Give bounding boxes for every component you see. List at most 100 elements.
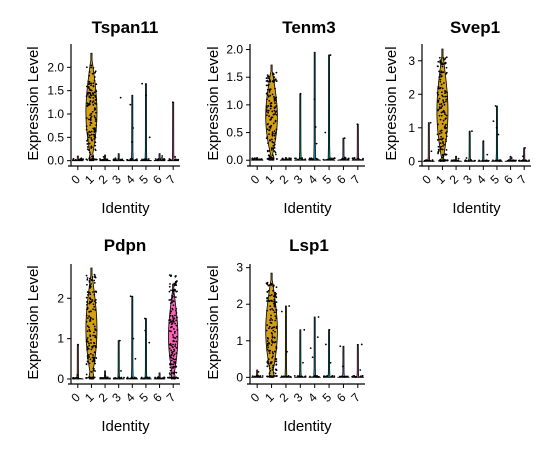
data-point bbox=[437, 93, 440, 96]
data-point bbox=[439, 118, 442, 121]
data-point bbox=[441, 105, 444, 107]
data-point bbox=[88, 280, 91, 282]
data-point bbox=[274, 291, 277, 294]
data-point bbox=[266, 281, 269, 284]
data-point bbox=[148, 341, 151, 344]
data-point bbox=[440, 75, 443, 78]
data-point bbox=[446, 95, 448, 98]
data-point bbox=[270, 361, 273, 363]
data-point bbox=[86, 376, 88, 379]
data-point bbox=[431, 159, 434, 161]
data-point bbox=[94, 334, 96, 337]
data-point bbox=[168, 343, 171, 346]
data-point bbox=[173, 361, 175, 363]
data-point bbox=[328, 328, 331, 331]
data-point bbox=[272, 73, 275, 76]
data-point bbox=[267, 75, 270, 78]
data-point bbox=[356, 123, 359, 126]
data-point bbox=[154, 158, 157, 160]
data-point bbox=[274, 112, 276, 115]
data-point bbox=[88, 142, 91, 145]
data-point bbox=[93, 276, 96, 278]
data-point bbox=[140, 377, 143, 380]
y-tick-label: 2.0 bbox=[226, 43, 243, 57]
data-point bbox=[143, 158, 145, 161]
data-point bbox=[341, 365, 344, 368]
data-point bbox=[169, 369, 172, 372]
y-tick-label: 2.0 bbox=[47, 60, 64, 74]
data-point bbox=[266, 297, 269, 300]
data-point bbox=[95, 103, 97, 105]
data-point bbox=[174, 158, 177, 161]
data-point bbox=[445, 138, 447, 141]
data-point bbox=[94, 127, 96, 130]
data-point bbox=[441, 65, 444, 68]
data-point bbox=[92, 354, 94, 356]
data-point bbox=[86, 102, 89, 105]
data-point bbox=[271, 366, 274, 369]
data-point bbox=[89, 286, 91, 289]
y-tick-label: 1 bbox=[408, 121, 415, 135]
data-point bbox=[89, 94, 92, 97]
data-point bbox=[312, 158, 315, 161]
data-point bbox=[144, 376, 147, 379]
data-point bbox=[175, 365, 178, 368]
data-point bbox=[169, 314, 172, 317]
y-tick-label: 1.0 bbox=[226, 98, 243, 112]
data-point bbox=[172, 304, 175, 307]
data-point bbox=[341, 157, 344, 160]
data-point bbox=[269, 157, 272, 160]
data-point bbox=[450, 159, 453, 162]
data-point bbox=[251, 375, 254, 377]
data-point bbox=[92, 323, 95, 326]
data-point bbox=[92, 358, 95, 361]
data-point bbox=[86, 159, 89, 161]
data-point bbox=[274, 315, 277, 318]
data-point bbox=[333, 157, 336, 159]
x-tick-label: 0 bbox=[248, 390, 263, 405]
data-point bbox=[268, 372, 271, 375]
data-point bbox=[288, 157, 291, 160]
data-point bbox=[439, 80, 442, 83]
data-point bbox=[88, 130, 91, 133]
data-point bbox=[518, 159, 521, 162]
data-point bbox=[85, 363, 88, 366]
data-point bbox=[175, 346, 178, 349]
data-point bbox=[269, 370, 272, 372]
data-point bbox=[168, 347, 171, 350]
data-point bbox=[441, 94, 443, 97]
data-point bbox=[492, 120, 495, 122]
data-point bbox=[303, 328, 306, 331]
data-point bbox=[275, 286, 278, 289]
data-point bbox=[174, 322, 177, 325]
data-point bbox=[89, 100, 92, 102]
data-point bbox=[438, 106, 441, 109]
data-point bbox=[444, 113, 446, 116]
data-point bbox=[271, 341, 274, 344]
data-point bbox=[267, 157, 270, 160]
data-point bbox=[174, 330, 176, 333]
data-point bbox=[268, 367, 271, 370]
data-point bbox=[121, 158, 124, 161]
data-point bbox=[173, 340, 176, 343]
data-point bbox=[120, 370, 122, 372]
data-point bbox=[270, 283, 273, 286]
data-point bbox=[272, 302, 275, 305]
data-point bbox=[267, 142, 269, 145]
data-point bbox=[129, 103, 132, 106]
data-point bbox=[94, 370, 96, 372]
data-point bbox=[177, 158, 180, 161]
data-point bbox=[443, 126, 446, 129]
data-point bbox=[440, 91, 443, 94]
data-point bbox=[101, 158, 104, 161]
data-point bbox=[171, 345, 174, 348]
data-point bbox=[436, 109, 439, 112]
data-point bbox=[86, 301, 88, 303]
data-point bbox=[174, 314, 176, 317]
data-point bbox=[515, 159, 517, 162]
data-point bbox=[275, 368, 278, 371]
data-point bbox=[266, 291, 269, 293]
data-point bbox=[161, 377, 164, 380]
data-point bbox=[267, 154, 270, 157]
data-point bbox=[266, 324, 269, 327]
